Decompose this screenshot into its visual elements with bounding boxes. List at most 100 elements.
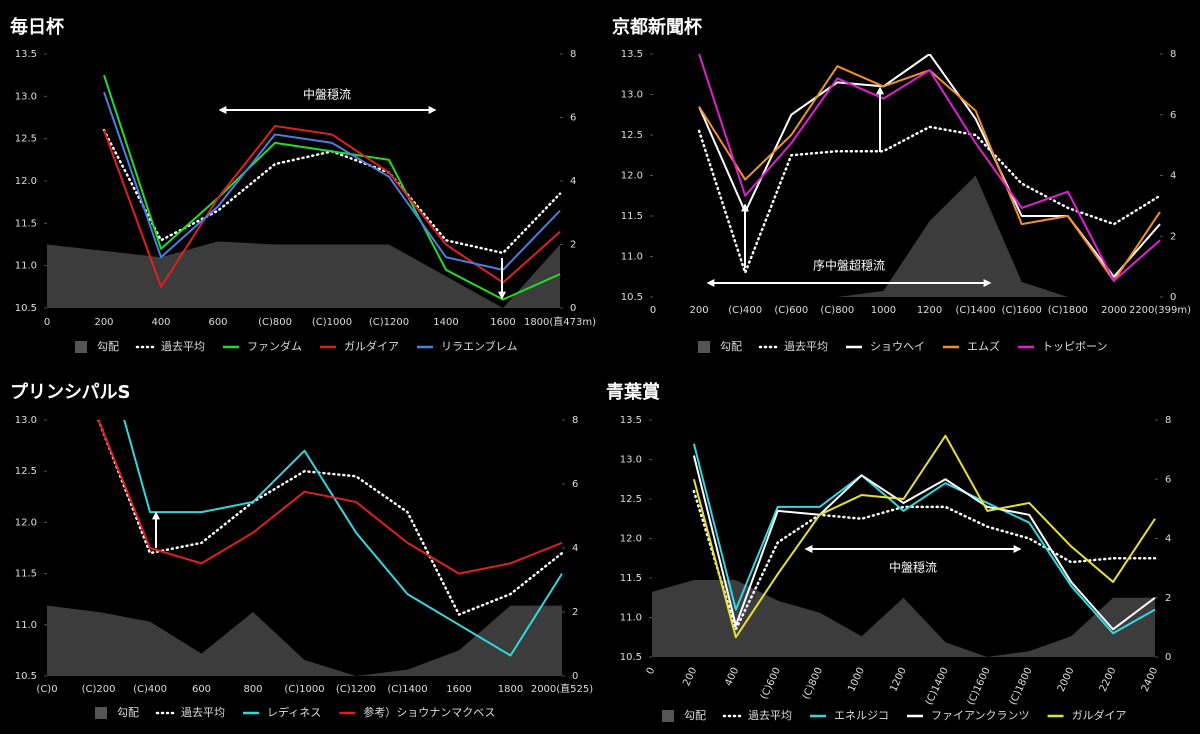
chart-panel: 毎日杯 10.5 11.0 11.5 12.0 12.5 13.0 13.5 0 2 4 6 8 0 200… <box>10 16 596 353</box>
y-tick-label: 13.0 <box>15 415 37 426</box>
y-tick-label: 11.5 <box>620 573 642 584</box>
gradient-area <box>47 241 560 308</box>
y-tick-label: 13.5 <box>621 49 643 60</box>
gradient-area <box>653 175 1160 297</box>
x-tick-label: 0 <box>645 666 658 676</box>
y-tick-label: 12.0 <box>15 176 37 187</box>
x-tick-label: (C)1800 <box>1048 305 1088 316</box>
x-tick-label: (C)1600 <box>1002 305 1042 316</box>
legend-label: ガルダイア <box>344 339 399 353</box>
series-line <box>103 74 561 301</box>
y2-tick-label: 0 <box>570 303 576 314</box>
legend-label: 勾配 <box>117 706 139 719</box>
gradient-area <box>47 605 562 676</box>
y-tick-label: 12.5 <box>621 130 643 141</box>
y-tick-label: 12.5 <box>620 494 642 505</box>
legend-label: エムズ <box>967 339 1000 353</box>
y2-tick-label: 4 <box>1165 534 1171 545</box>
legend-label: 過去平均 <box>748 709 792 722</box>
series-line <box>697 125 1162 274</box>
legend-label: ファンダム <box>247 339 302 353</box>
legend-label: トッピボーン <box>1042 340 1107 353</box>
legend-label: 過去平均 <box>784 340 828 353</box>
series-line <box>692 443 1156 635</box>
y2-tick-label: 6 <box>570 113 576 124</box>
y-tick-label: 13.0 <box>15 91 37 102</box>
plot-area <box>47 420 564 676</box>
series-line <box>97 420 563 575</box>
y-tick-label: 11.5 <box>15 569 37 580</box>
x-tick-label: 2000(直525) <box>531 682 593 695</box>
x-tick-label: (C)200 <box>82 684 116 695</box>
y2-tick-label: 4 <box>570 176 576 187</box>
y-tick-label: 11.0 <box>15 261 37 272</box>
x-tick-label: (C)0 <box>36 684 57 695</box>
y-tick-label: 10.5 <box>15 671 37 682</box>
legend-label: エネルジコ <box>834 709 889 722</box>
y-tick-label: 12.0 <box>621 171 643 182</box>
y-tick-label: 10.5 <box>621 292 643 303</box>
x-tick-label: (C)800 <box>258 317 292 328</box>
y-tick-label: 11.5 <box>15 218 37 229</box>
y-tick-label: 10.5 <box>15 303 37 314</box>
legend-label: 勾配 <box>720 340 742 353</box>
y2-tick-label: 4 <box>1170 171 1176 182</box>
chart-title: 毎日杯 <box>10 16 65 38</box>
y-tick-label: 12.0 <box>15 517 37 528</box>
chart-title: 青葉賞 <box>606 381 660 403</box>
annotation: 序中盤超穏流 <box>813 258 885 273</box>
series-line <box>692 489 1157 631</box>
x-tick-label: 400 <box>151 317 170 328</box>
series-line <box>698 54 1161 282</box>
series-line <box>123 420 563 657</box>
y2-tick-label: 8 <box>1165 415 1171 426</box>
chart-title: プリンシパルS <box>10 381 130 403</box>
y-tick-label: 12.0 <box>620 534 642 545</box>
legend-label: 勾配 <box>97 340 119 353</box>
y-tick-label: 11.0 <box>621 252 643 263</box>
plot-area <box>47 74 562 308</box>
y2-tick-label: 8 <box>570 49 576 60</box>
y-tick-label: 12.5 <box>15 466 37 477</box>
x-tick-label: (C)1000 <box>312 317 352 328</box>
gradient-area <box>652 579 1155 657</box>
y2-tick-label: 0 <box>1165 652 1171 663</box>
x-tick-label: 600 <box>192 684 211 695</box>
y2-tick-label: 2 <box>1165 593 1171 604</box>
x-tick-label: (C)400 <box>728 305 762 316</box>
plot-area <box>652 434 1157 657</box>
y2-tick-label: 2 <box>572 607 578 618</box>
annotation: 中盤穏流 <box>303 87 351 102</box>
y2-tick-label: 2 <box>1170 231 1176 242</box>
x-tick-label: (C)1200 <box>369 317 409 328</box>
x-tick-label: (C)600 <box>774 305 808 316</box>
legend-swatch <box>662 710 674 722</box>
legend-label: ファイアンクランツ <box>931 709 1030 722</box>
x-tick-label: (C)800 <box>820 305 854 316</box>
x-tick-label: 0 <box>650 305 656 316</box>
legend-label: ガルダイア <box>1072 708 1127 722</box>
legend-label: リラエンブレム <box>441 339 517 353</box>
y2-tick-label: 2 <box>570 240 576 251</box>
x-tick-label: (C)400 <box>133 684 167 695</box>
x-tick-label: 1000 <box>871 305 896 316</box>
y2-tick-label: 6 <box>1170 110 1176 121</box>
y2-tick-label: 6 <box>1165 474 1171 485</box>
x-tick-label: 2200(399m) <box>1129 305 1191 316</box>
legend-label: 勾配 <box>684 709 706 722</box>
y-tick-label: 10.5 <box>620 652 642 663</box>
legend-swatch <box>75 341 87 353</box>
plot-area <box>653 54 1162 297</box>
y2-tick-label: 4 <box>572 543 578 554</box>
series-line <box>103 124 561 288</box>
x-tick-label: 1200 <box>917 305 942 316</box>
y2-tick-label: 0 <box>1170 292 1176 303</box>
x-tick-label: 1400 <box>433 317 458 328</box>
x-tick-label: 0 <box>44 317 50 328</box>
legend-label: 参考）ショウナンマクベス <box>363 705 495 719</box>
legend-label: 過去平均 <box>161 340 205 353</box>
x-tick-label: 1600 <box>490 317 515 328</box>
